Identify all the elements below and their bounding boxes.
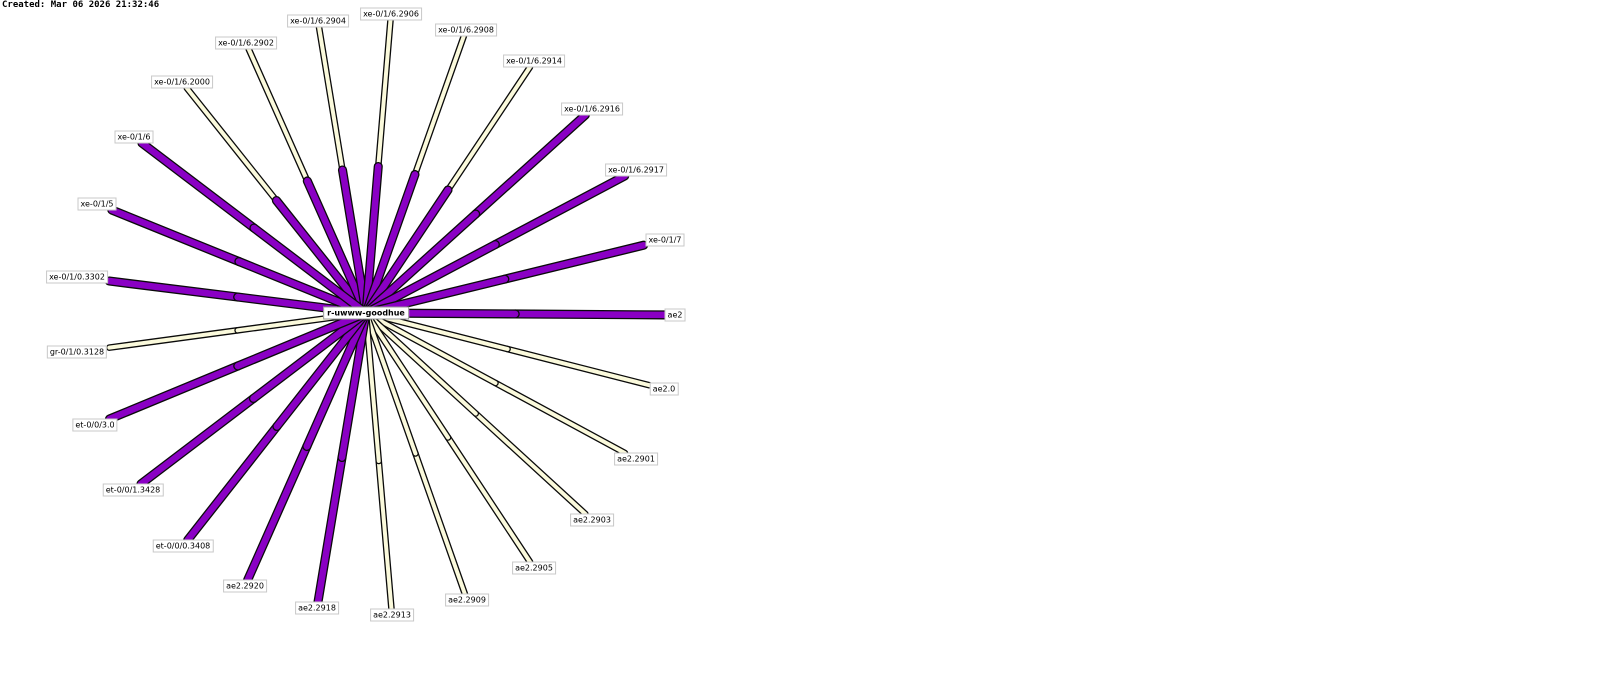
interface-label-xe-0-1-6-2000[interactable]: xe-0/1/6.2000 [151,75,213,89]
link-xe-0-1-6-2917[interactable] [361,171,630,318]
link-xe-0-1-6-2916[interactable] [361,110,590,318]
link-xe-0-1-6-2902[interactable] [245,45,371,318]
interface-label-xe-0-1-6-2914[interactable]: xe-0/1/6.2914 [503,54,565,68]
link-et-0-0-3-0[interactable] [104,308,371,424]
interface-label-xe-0-1-6-2902[interactable]: xe-0/1/6.2902 [215,36,277,50]
hub-node-label[interactable]: r-uwww-goodhue [323,306,409,320]
link-ae2-2918[interactable] [313,308,371,607]
interface-label-et-0-0-1-3428[interactable]: et-0/0/1.3428 [102,483,164,497]
interface-label-xe-0-1-6[interactable]: xe-0/1/6 [114,130,154,144]
interface-label-xe-0-1-6-2904[interactable]: xe-0/1/6.2904 [287,14,349,28]
link-xe-0-1-6-2906[interactable] [361,16,394,318]
link-ae2[interactable] [361,308,670,320]
link-xe-0-1-6[interactable] [137,138,371,318]
link-ae2-2905[interactable] [362,309,534,566]
interface-label-ae2[interactable]: ae2 [664,308,686,322]
link-xe-0-1-6-2914[interactable] [361,63,534,318]
link-ae2-2913[interactable] [362,309,395,613]
interface-label-ae2-2920[interactable]: ae2.2920 [223,579,267,593]
interface-label-ae2-0[interactable]: ae2.0 [649,382,679,396]
link-et-0-0-0-3408[interactable] [183,308,371,545]
link-ae2-2920[interactable] [243,308,371,585]
link-ae2-2903[interactable] [362,309,589,518]
link-ae2-2901[interactable] [362,309,629,457]
link-xe-0-1-6-2908[interactable] [361,32,468,318]
interface-label-gr-0-1-0-3128[interactable]: gr-0/1/0.3128 [46,345,108,359]
interface-label-xe-0-1-0-3302[interactable]: xe-0/1/0.3302 [46,270,108,284]
interface-label-xe-0-1-6-2906[interactable]: xe-0/1/6.2906 [360,7,422,21]
interface-label-ae2-2909[interactable]: ae2.2909 [445,593,489,607]
interface-label-xe-0-1-6-2916[interactable]: xe-0/1/6.2916 [561,102,623,116]
interface-label-xe-0-1-6-2917[interactable]: xe-0/1/6.2917 [605,163,667,177]
interface-label-ae2-2901[interactable]: ae2.2901 [614,452,658,466]
interface-label-ae2-2918[interactable]: ae2.2918 [295,601,339,615]
link-xe-0-1-6-2904[interactable] [315,23,371,318]
interface-label-ae2-2913[interactable]: ae2.2913 [370,608,414,622]
interface-label-xe-0-1-5[interactable]: xe-0/1/5 [77,197,117,211]
link-ae2-2909[interactable] [362,309,469,598]
interface-label-ae2-2903[interactable]: ae2.2903 [570,513,614,527]
interface-label-et-0-0-3-0[interactable]: et-0/0/3.0 [72,418,118,432]
created-timestamp: Created: Mar 06 2026 21:32:46 [2,0,160,10]
link-xe-0-1-5[interactable] [107,205,371,318]
interface-label-xe-0-1-7[interactable]: xe-0/1/7 [645,233,685,247]
link-et-0-0-1-3428[interactable] [136,308,371,489]
interface-label-ae2-2905[interactable]: ae2.2905 [512,561,556,575]
interface-label-xe-0-1-6-2908[interactable]: xe-0/1/6.2908 [435,23,497,37]
interface-label-et-0-0-0-3408[interactable]: et-0/0/0.3408 [152,539,214,553]
link-xe-0-1-6-2000[interactable] [183,84,371,318]
